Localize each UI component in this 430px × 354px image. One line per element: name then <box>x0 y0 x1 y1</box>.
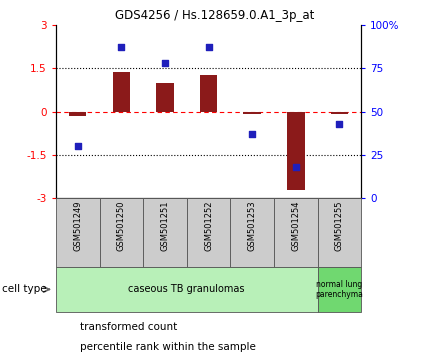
Bar <box>230 198 274 267</box>
Text: GSM501253: GSM501253 <box>248 200 257 251</box>
Bar <box>69 112 86 116</box>
Text: caseous TB granulomas: caseous TB granulomas <box>129 284 245 295</box>
Bar <box>56 198 99 267</box>
Point <box>74 143 81 149</box>
Bar <box>331 112 348 114</box>
Text: GSM501250: GSM501250 <box>117 200 126 251</box>
Bar <box>318 198 361 267</box>
Text: transformed count: transformed count <box>80 322 177 332</box>
Bar <box>99 198 143 267</box>
Text: GSM501249: GSM501249 <box>73 200 82 251</box>
Point <box>249 131 255 137</box>
Bar <box>274 198 318 267</box>
Text: GSM501252: GSM501252 <box>204 200 213 251</box>
Text: GSM501254: GSM501254 <box>291 200 300 251</box>
Text: GSM501255: GSM501255 <box>335 200 344 251</box>
Text: cell type: cell type <box>2 284 47 295</box>
Point <box>162 60 169 66</box>
Bar <box>200 75 217 112</box>
Text: GDS4256 / Hs.128659.0.A1_3p_at: GDS4256 / Hs.128659.0.A1_3p_at <box>115 9 315 22</box>
Bar <box>156 82 174 112</box>
Bar <box>243 112 261 114</box>
Point <box>292 164 299 170</box>
Text: normal lung
parenchyma: normal lung parenchyma <box>316 280 363 299</box>
Bar <box>318 267 361 312</box>
Point <box>336 121 343 126</box>
Text: percentile rank within the sample: percentile rank within the sample <box>80 342 255 352</box>
Bar <box>56 267 318 312</box>
Point <box>118 45 125 50</box>
Point <box>205 45 212 50</box>
Bar <box>287 112 304 190</box>
Bar <box>113 73 130 112</box>
Bar <box>143 198 187 267</box>
Text: GSM501251: GSM501251 <box>160 200 169 251</box>
Bar <box>187 198 230 267</box>
